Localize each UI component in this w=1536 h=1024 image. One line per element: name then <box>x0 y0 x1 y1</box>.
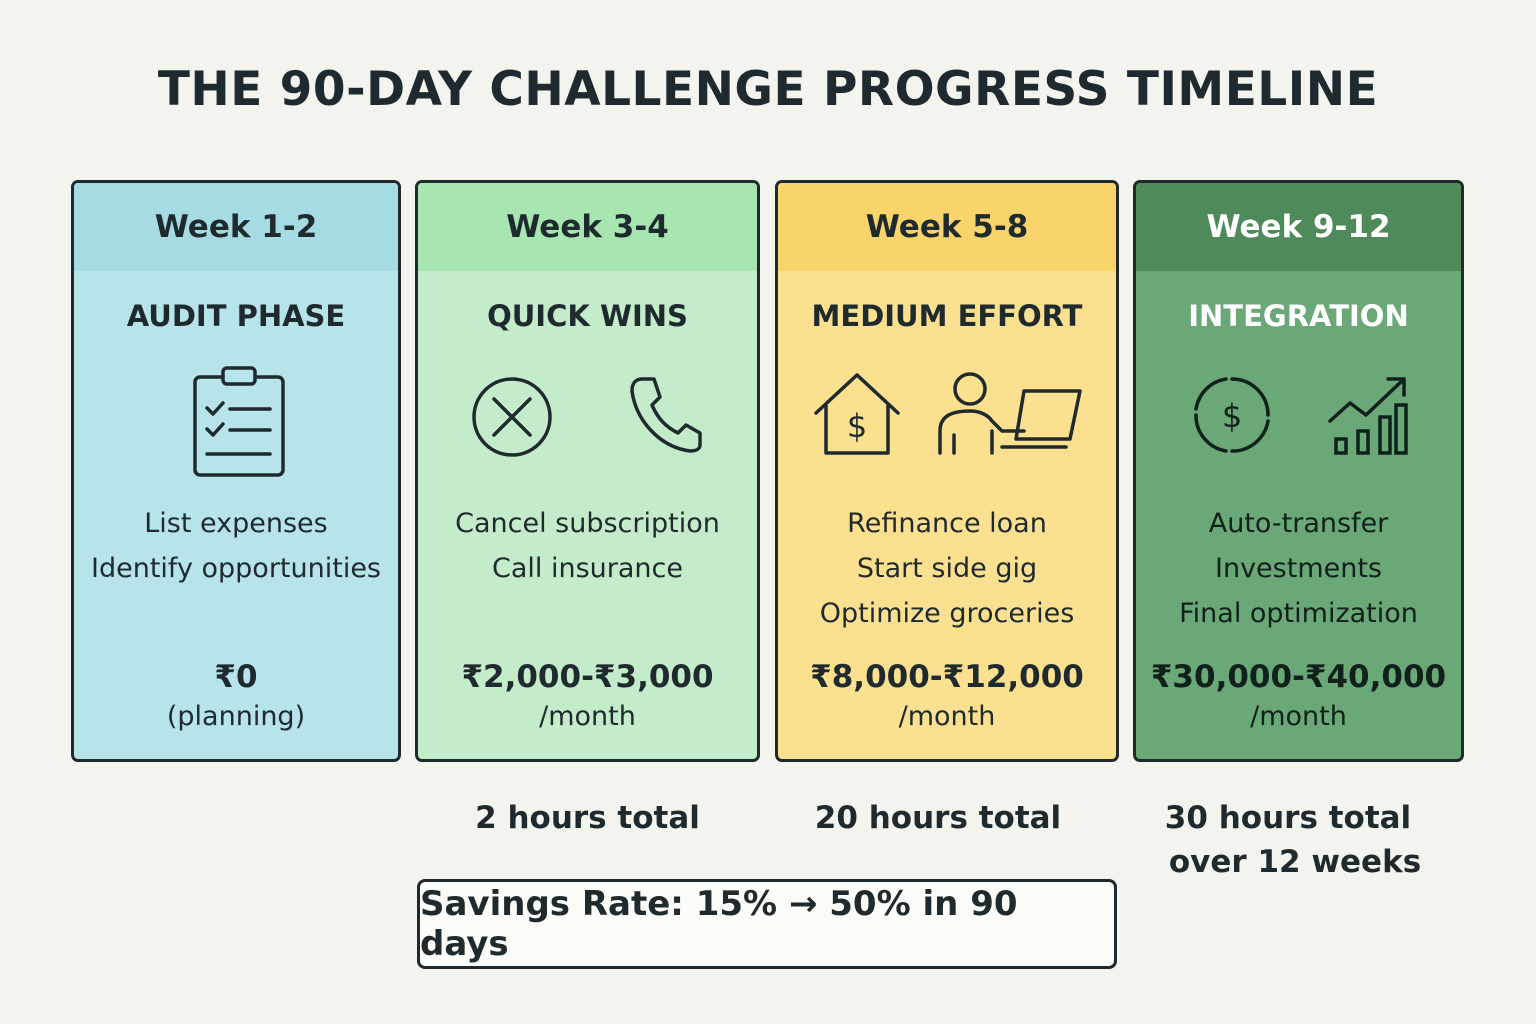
week-label: Week 5-8 <box>778 183 1116 271</box>
task-item: Investments <box>1215 553 1382 584</box>
phase-card-week-5-8: Week 5-8 MEDIUM EFFORT $ Refinance loan … <box>775 180 1119 762</box>
task-item: Call insurance <box>492 553 683 584</box>
task-item: Final optimization <box>1179 598 1418 629</box>
phase-card-week-1-2: Week 1-2 AUDIT PHASE List expenses Ident… <box>71 180 401 762</box>
savings-unit: /month <box>1250 701 1347 732</box>
savings-unit: (planning) <box>166 701 306 732</box>
task-item: Optimize groceries <box>819 598 1075 629</box>
svg-text:$: $ <box>1222 397 1242 435</box>
task-item: Start side gig <box>856 553 1038 584</box>
task-item: Refinance loan <box>847 508 1047 539</box>
task-item: List expenses <box>144 508 328 539</box>
task-item: Identify opportunities <box>91 553 381 584</box>
week-label: Week 3-4 <box>418 183 757 271</box>
hours-label-week-3-4: 2 hours total <box>475 800 700 836</box>
hours-label-week-9-12: 30 hours total over 12 weeks <box>1133 796 1443 884</box>
house-dollar-icon: $ <box>814 373 900 455</box>
phase-name: QUICK WINS <box>487 299 688 333</box>
phase-card-week-3-4: Week 3-4 QUICK WINS Cancel subscription … <box>415 180 760 762</box>
savings-rate-banner: Savings Rate: 15% → 50% in 90 days <box>417 879 1117 969</box>
week-label: Week 1-2 <box>74 183 398 271</box>
phase-name: INTEGRATION <box>1188 299 1409 333</box>
week-label: Week 9-12 <box>1136 183 1461 271</box>
phone-icon <box>630 377 702 453</box>
hours-line: 30 hours total <box>1164 800 1412 836</box>
page-title: THE 90-DAY CHALLENGE PROGRESS TIMELINE <box>157 62 1379 117</box>
task-item: Auto-transfer <box>1208 508 1389 539</box>
phase-name: AUDIT PHASE <box>126 299 346 333</box>
phase-name: MEDIUM EFFORT <box>811 299 1083 333</box>
savings-unit: /month <box>898 701 996 732</box>
task-item: Cancel subscription <box>455 508 720 539</box>
svg-text:$: $ <box>847 407 867 445</box>
clipboard-checklist-icon <box>193 366 285 477</box>
savings-amount: ₹8,000-₹12,000 <box>810 659 1084 695</box>
person-laptop-icon <box>938 372 1082 455</box>
phase-card-week-9-12: Week 9-12 INTEGRATION $ Auto-transfer In… <box>1133 180 1464 762</box>
savings-amount: ₹30,000-₹40,000 <box>1150 659 1447 695</box>
growth-chart-icon <box>1328 377 1408 455</box>
savings-unit: /month <box>539 701 636 732</box>
savings-amount: ₹2,000-₹3,000 <box>461 659 714 695</box>
cancel-circle-icon <box>472 377 552 457</box>
circular-dollar-icon: $ <box>1194 377 1270 453</box>
hours-line: over 12 weeks <box>1168 844 1422 880</box>
savings-amount: ₹0 <box>214 659 258 695</box>
hours-label-week-5-8: 20 hours total <box>814 800 1062 836</box>
